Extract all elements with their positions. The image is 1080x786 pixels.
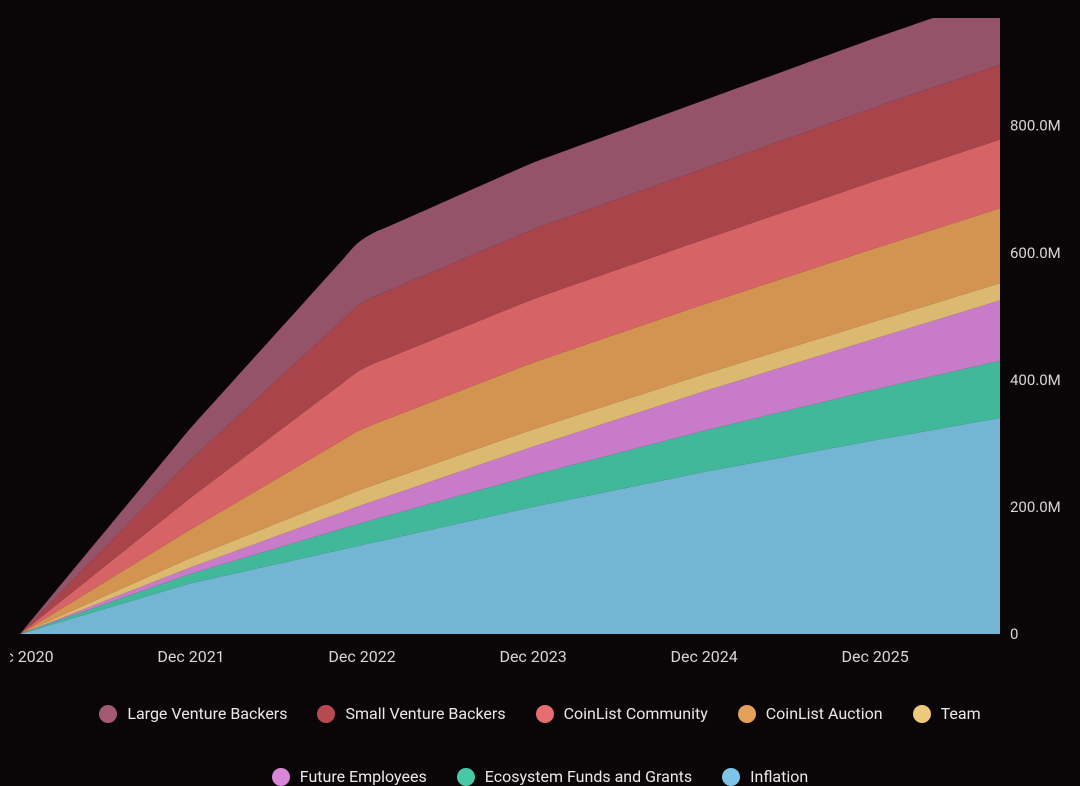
legend-label: CoinList Community: [564, 704, 708, 723]
x-tick-label: Dec 2023: [499, 647, 566, 666]
legend-item-team[interactable]: Team: [913, 704, 981, 723]
legend-swatch: [99, 705, 117, 723]
legend-item-coinlist_auction[interactable]: CoinList Auction: [738, 704, 883, 723]
legend-label: Large Venture Backers: [127, 704, 287, 723]
legend-item-small_venture[interactable]: Small Venture Backers: [317, 704, 505, 723]
legend-item-ecosystem[interactable]: Ecosystem Funds and Grants: [457, 767, 692, 786]
legend-label: Inflation: [750, 767, 808, 786]
legend-swatch: [457, 768, 475, 786]
legend-swatch: [272, 768, 290, 786]
legend-swatch: [536, 705, 554, 723]
y-tick-label: 600.0M: [1010, 244, 1061, 262]
legend-label: Team: [941, 704, 981, 723]
x-tick-label: Dec 2025: [841, 647, 908, 666]
legend-label: Future Employees: [300, 767, 427, 786]
x-tick-label: Dec 2020: [10, 647, 54, 666]
legend-swatch: [317, 705, 335, 723]
legend-swatch: [722, 768, 740, 786]
legend-swatch: [913, 705, 931, 723]
x-tick-label: Dec 2021: [157, 647, 224, 666]
y-tick-label: 400.0M: [1010, 371, 1061, 389]
chart-legend: Large Venture Backers Small Venture Backe…: [10, 678, 1070, 786]
legend-swatch: [738, 705, 756, 723]
legend-label: Ecosystem Funds and Grants: [485, 767, 692, 786]
legend-item-large_venture[interactable]: Large Venture Backers: [99, 704, 287, 723]
y-tick-label: 800.0M: [1010, 117, 1061, 135]
stacked-area-svg: 0 200.0M 400.0M 600.0M 800.0M Dec 2020 Dec 202…: [10, 18, 1070, 678]
x-tick-label: Dec 2024: [670, 647, 737, 666]
x-tick-label: Dec 2022: [328, 647, 395, 666]
legend-label: CoinList Auction: [766, 704, 883, 723]
legend-label: Small Venture Backers: [345, 704, 505, 723]
y-tick-label: 200.0M: [1010, 498, 1061, 516]
legend-item-coinlist_community[interactable]: CoinList Community: [536, 704, 708, 723]
legend-item-future_employees[interactable]: Future Employees: [272, 767, 427, 786]
legend-item-inflation[interactable]: Inflation: [722, 767, 808, 786]
y-tick-label: 0: [1010, 625, 1018, 643]
token-release-chart: 0 200.0M 400.0M 600.0M 800.0M Dec 2020 Dec 202…: [0, 0, 1080, 786]
